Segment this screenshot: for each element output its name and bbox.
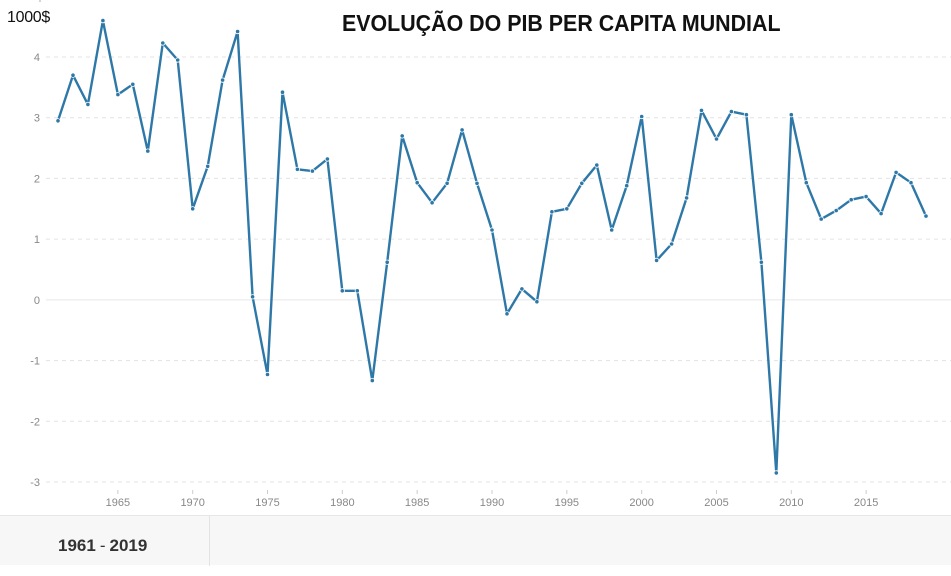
data-point <box>923 213 929 219</box>
data-point <box>653 257 660 263</box>
data-point <box>160 40 166 46</box>
data-point <box>878 211 884 217</box>
data-point <box>369 377 375 384</box>
series-line <box>56 19 928 475</box>
data-point <box>145 148 151 154</box>
x-tick-label: 2015 <box>854 497 878 509</box>
data-point <box>863 194 869 200</box>
range-separator: - <box>99 536 106 555</box>
data-point <box>474 180 480 186</box>
data-point <box>190 206 196 212</box>
y-tick-label: 1 <box>34 234 40 246</box>
data-point <box>235 28 241 35</box>
data-point <box>399 133 405 139</box>
data-point <box>788 112 794 118</box>
data-point <box>429 200 435 206</box>
y-tick-labels: -3 -2 -1 0 1 2 3 4 <box>30 52 40 489</box>
data-point <box>609 227 615 233</box>
data-point <box>564 206 570 212</box>
data-point <box>115 92 121 98</box>
data-point <box>504 311 510 317</box>
x-tick-label: 1970 <box>180 497 204 509</box>
x-tick-label: 2010 <box>779 497 803 509</box>
data-point <box>70 72 76 78</box>
y-axis-unit-label: 1000$ <box>7 9 50 26</box>
data-point <box>758 259 765 265</box>
data-point <box>264 371 271 378</box>
y-tick-label: 2 <box>34 173 40 185</box>
series-points <box>55 17 929 476</box>
data-point <box>728 109 735 115</box>
range-start: 1961 <box>58 536 96 555</box>
x-tick-label: 1995 <box>555 497 579 509</box>
data-point <box>384 259 390 265</box>
x-tick-label: 1975 <box>255 497 279 509</box>
x-tick-labels: 1965 1970 1975 1980 1985 1990 1995 2000 2005 2010… <box>106 490 878 509</box>
data-point <box>294 166 300 172</box>
y-tick-label: -2 <box>30 416 40 428</box>
x-tick-label: 1985 <box>405 497 429 509</box>
data-point <box>324 156 330 162</box>
data-point <box>549 209 555 215</box>
data-point <box>339 288 345 294</box>
data-point <box>803 180 809 186</box>
data-point <box>100 17 106 24</box>
data-point <box>848 197 854 203</box>
data-point <box>85 101 91 108</box>
x-tick-label: 2000 <box>629 497 653 509</box>
data-point <box>519 286 525 292</box>
data-point <box>624 183 630 189</box>
data-point <box>205 163 211 169</box>
x-tick-label: 2005 <box>704 497 728 509</box>
y-tick-label: -1 <box>30 356 40 368</box>
data-point <box>908 180 914 186</box>
x-tick-label: 1980 <box>330 497 354 509</box>
data-point <box>459 127 465 133</box>
data-point <box>668 241 675 247</box>
data-point <box>534 299 540 305</box>
data-point <box>444 180 450 186</box>
date-range-selector[interactable]: 1961-2019 <box>0 516 210 566</box>
x-tick-label: 1965 <box>106 497 130 509</box>
chart-title: EVOLUÇÃO DO PIB PER CAPITA MUNDIAL <box>342 10 781 36</box>
data-point <box>833 208 839 214</box>
data-point <box>279 89 286 95</box>
data-point <box>579 180 585 186</box>
y-tick-label: 3 <box>34 113 40 125</box>
data-point <box>489 227 495 233</box>
data-point <box>893 169 899 175</box>
chart-plot: -3 -2 -1 0 1 2 3 4 1965 1970 1975 1980 1985 1990 1995 2… <box>30 0 951 509</box>
range-end: 2019 <box>109 536 148 555</box>
data-point <box>713 136 720 142</box>
data-point <box>354 288 360 294</box>
y-tick-label: 4 <box>34 52 40 64</box>
data-point <box>175 57 181 63</box>
data-point <box>55 118 61 124</box>
data-point <box>309 168 315 174</box>
data-point <box>220 77 226 83</box>
date-range-footer: 1961-2019 <box>0 515 951 566</box>
data-point <box>639 113 645 120</box>
data-point <box>250 294 256 300</box>
data-point <box>698 107 705 114</box>
data-point <box>818 216 824 222</box>
data-point <box>683 195 690 201</box>
data-point <box>594 162 600 168</box>
data-point <box>130 81 136 87</box>
data-point <box>414 180 420 186</box>
data-point <box>773 470 779 476</box>
y-tick-label: -3 <box>30 477 40 489</box>
data-point <box>743 112 750 118</box>
y-tick-label: 0 <box>34 295 40 307</box>
x-tick-label: 1990 <box>480 497 504 509</box>
y-gridlines <box>46 56 951 483</box>
